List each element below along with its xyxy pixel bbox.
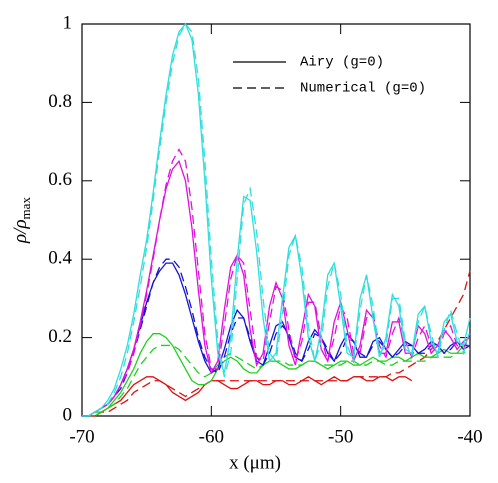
legend-label: Airy (g=0) xyxy=(300,55,384,71)
legend-label: Numerical (g=0) xyxy=(300,81,426,97)
y-tick-label: 0.2 xyxy=(48,326,72,347)
x-tick-label: -50 xyxy=(328,426,353,447)
y-tick-label: 0 xyxy=(63,404,73,425)
data-line xyxy=(82,148,471,417)
data-line xyxy=(82,376,413,417)
y-tick-label: 0.8 xyxy=(48,91,72,112)
data-line xyxy=(82,270,471,417)
x-tick-label: -60 xyxy=(199,426,224,447)
data-line xyxy=(82,22,471,417)
y-tick-label: 0.4 xyxy=(48,248,72,269)
x-axis-label: x (μm) xyxy=(229,452,281,473)
x-tick-label: -70 xyxy=(69,426,94,447)
data-line xyxy=(82,159,471,417)
y-label-main: ρ/ρ xyxy=(10,219,31,244)
y-tick-label: 0.6 xyxy=(48,169,72,190)
data-line xyxy=(82,258,470,417)
data-line xyxy=(82,22,471,417)
y-axis-label: ρ/ρmax xyxy=(10,197,33,244)
x-tick-label: -40 xyxy=(457,426,482,447)
y-label-sub: max xyxy=(18,197,33,220)
plot-frame xyxy=(81,23,471,417)
y-tick-label: 1 xyxy=(63,12,73,33)
